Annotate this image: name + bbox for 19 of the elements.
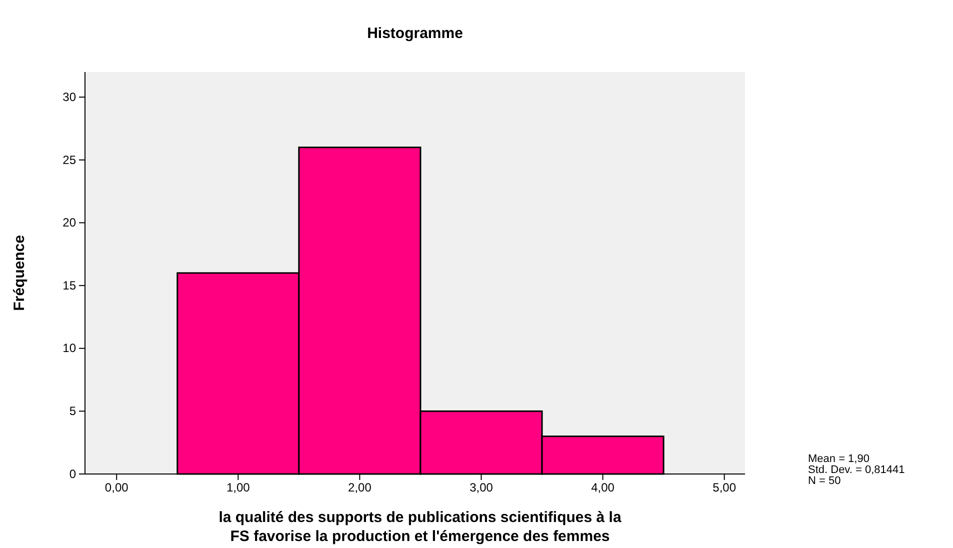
x-tick-label: 0,00	[104, 480, 129, 495]
x-axis-title: la qualité des supports de publications scientifiques à la FS favorise la production et l'émergence des femmes	[218, 509, 622, 545]
y-tick-label: 15	[62, 278, 76, 292]
y-tick-label: 10	[62, 341, 76, 356]
x-tick-label: 1,00	[226, 480, 250, 495]
y-tick-label: 25	[62, 152, 76, 167]
y-tick-label: 5	[69, 404, 76, 418]
y-tick-label: 20	[62, 216, 76, 230]
y-tick-label: 0	[69, 466, 76, 481]
x-tick-label: 2,00	[348, 480, 372, 495]
y-tick-label: 30	[62, 90, 76, 104]
text: Std. Dev. = 0,81441	[808, 464, 905, 476]
chart-title: Histogramme	[367, 25, 463, 42]
x-tick-label: 5,00	[712, 480, 736, 495]
x-tick-label: 3,00	[470, 480, 494, 495]
text: N = 50	[808, 475, 841, 487]
text: Mean = 1,90	[808, 453, 870, 465]
x-tick-label: 4,00	[591, 480, 615, 495]
y-axis-title: Fréquence	[11, 235, 28, 311]
